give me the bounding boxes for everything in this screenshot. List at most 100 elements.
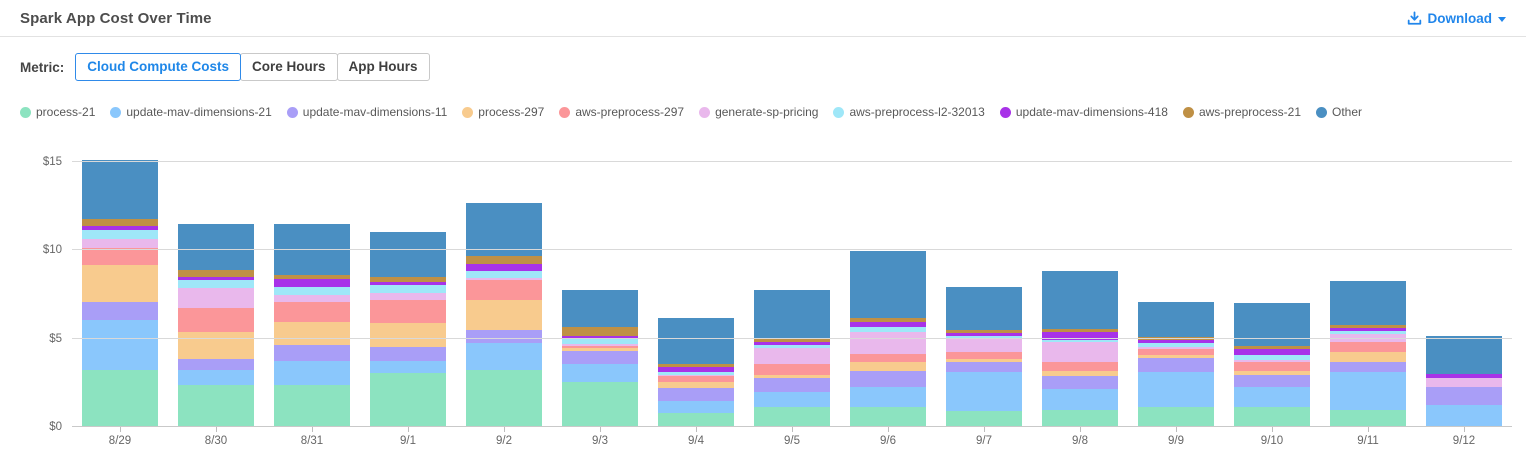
bar-segment-process-297[interactable] <box>1233 371 1311 375</box>
bar-segment-Other[interactable] <box>1041 270 1119 329</box>
bar-segment-aws-preprocess-l2-32013[interactable] <box>945 335 1023 339</box>
bar-segment-aws-preprocess-l2-32013[interactable] <box>849 327 927 332</box>
bar-segment-Other[interactable] <box>1137 301 1215 338</box>
bar-segment-update-mav-dimensions-418[interactable] <box>753 342 831 345</box>
bar-segment-aws-preprocess-297[interactable] <box>657 376 735 382</box>
bar-segment-aws-preprocess-297[interactable] <box>273 302 351 322</box>
bar-segment-update-mav-dimensions-21[interactable] <box>1425 404 1503 426</box>
bar-segment-update-mav-dimensions-21[interactable] <box>1137 372 1215 407</box>
bar-segment-process-297[interactable] <box>849 361 927 372</box>
bar-segment-aws-preprocess-297[interactable] <box>1329 342 1407 352</box>
bar-segment-process-21[interactable] <box>81 369 159 426</box>
bar-segment-Other[interactable] <box>1233 303 1311 346</box>
bar-segment-update-mav-dimensions-418[interactable] <box>177 276 255 281</box>
bar-segment-update-mav-dimensions-11[interactable] <box>753 378 831 392</box>
bar-segment-update-mav-dimensions-11[interactable] <box>945 362 1023 373</box>
bar-segment-aws-preprocess-21[interactable] <box>177 269 255 277</box>
bar-segment-aws-preprocess-21[interactable] <box>753 338 831 343</box>
bar-segment-update-mav-dimensions-21[interactable] <box>1041 388 1119 411</box>
bar-segment-process-21[interactable] <box>1041 410 1119 426</box>
bar-segment-Other[interactable] <box>561 290 639 328</box>
bar-segment-process-297[interactable] <box>657 381 735 388</box>
bar-segment-aws-preprocess-21[interactable] <box>1329 324 1407 329</box>
legend-item-update-mav-dimensions-21[interactable]: update-mav-dimensions-21 <box>110 105 272 119</box>
stacked-bar-9/8[interactable] <box>1041 270 1119 426</box>
bar-segment-process-21[interactable] <box>945 411 1023 426</box>
stacked-bar-9/10[interactable] <box>1233 303 1311 426</box>
legend-item-Other[interactable]: Other <box>1316 105 1362 119</box>
bar-segment-generate-sp-pricing[interactable] <box>1425 378 1503 388</box>
bar-segment-update-mav-dimensions-11[interactable] <box>1041 375 1119 389</box>
bar-segment-aws-preprocess-21[interactable] <box>657 364 735 367</box>
bar-segment-process-297[interactable] <box>945 358 1023 363</box>
bar-segment-aws-preprocess-21[interactable] <box>81 219 159 226</box>
stacked-bar-9/11[interactable] <box>1329 281 1407 426</box>
bar-segment-Other[interactable] <box>753 290 831 339</box>
bar-segment-update-mav-dimensions-11[interactable] <box>177 358 255 370</box>
bar-segment-update-mav-dimensions-418[interactable] <box>849 321 927 328</box>
bar-segment-update-mav-dimensions-11[interactable] <box>1137 358 1215 373</box>
bar-segment-update-mav-dimensions-21[interactable] <box>753 391 831 407</box>
bar-segment-update-mav-dimensions-418[interactable] <box>561 335 639 339</box>
stacked-bar-9/12[interactable] <box>1425 335 1503 426</box>
bar-segment-aws-preprocess-297[interactable] <box>465 280 543 300</box>
bar-segment-Other[interactable] <box>945 287 1023 330</box>
bar-segment-aws-preprocess-21[interactable] <box>1233 345 1311 350</box>
bar-segment-process-21[interactable] <box>1137 406 1215 426</box>
bar-segment-update-mav-dimensions-418[interactable] <box>81 225 159 230</box>
bar-segment-aws-preprocess-21[interactable] <box>561 327 639 336</box>
bar-segment-aws-preprocess-l2-32013[interactable] <box>369 285 447 293</box>
legend-item-update-mav-dimensions-11[interactable]: update-mav-dimensions-11 <box>286 105 447 119</box>
bar-segment-update-mav-dimensions-21[interactable] <box>369 360 447 373</box>
bar-segment-update-mav-dimensions-11[interactable] <box>1425 387 1503 405</box>
bar-segment-aws-preprocess-l2-32013[interactable] <box>273 286 351 296</box>
bar-segment-aws-preprocess-21[interactable] <box>465 256 543 264</box>
bar-segment-process-21[interactable] <box>465 369 543 426</box>
bar-segment-Other[interactable] <box>81 160 159 220</box>
bar-segment-process-297[interactable] <box>369 322 447 348</box>
bar-segment-generate-sp-pricing[interactable] <box>561 343 639 346</box>
bar-segment-update-mav-dimensions-418[interactable] <box>1041 332 1119 340</box>
legend-item-generate-sp-pricing[interactable]: generate-sp-pricing <box>699 105 818 119</box>
bar-segment-update-mav-dimensions-21[interactable] <box>849 387 927 407</box>
bar-segment-update-mav-dimensions-418[interactable] <box>657 366 735 373</box>
bar-segment-update-mav-dimensions-418[interactable] <box>369 281 447 286</box>
bar-segment-aws-preprocess-l2-32013[interactable] <box>561 338 639 344</box>
bar-segment-aws-preprocess-l2-32013[interactable] <box>81 229 159 239</box>
stacked-bar-8/30[interactable] <box>177 223 255 426</box>
bar-segment-generate-sp-pricing[interactable] <box>369 292 447 300</box>
bar-segment-aws-preprocess-297[interactable] <box>945 351 1023 359</box>
bar-segment-aws-preprocess-l2-32013[interactable] <box>177 280 255 289</box>
stacked-bar-9/9[interactable] <box>1137 301 1215 426</box>
bar-segment-generate-sp-pricing[interactable] <box>945 338 1023 352</box>
bar-segment-generate-sp-pricing[interactable] <box>1137 346 1215 350</box>
bar-segment-aws-preprocess-297[interactable] <box>849 353 927 362</box>
stacked-bar-9/5[interactable] <box>753 290 831 426</box>
bar-segment-Other[interactable] <box>465 203 543 257</box>
bar-segment-update-mav-dimensions-11[interactable] <box>849 371 927 388</box>
bar-segment-update-mav-dimensions-21[interactable] <box>177 369 255 386</box>
bar-segment-update-mav-dimensions-418[interactable] <box>945 333 1023 336</box>
bar-segment-update-mav-dimensions-418[interactable] <box>1137 339 1215 344</box>
legend-item-process-297[interactable]: process-297 <box>462 105 544 119</box>
stacked-bar-9/4[interactable] <box>657 318 735 426</box>
legend-item-process-21[interactable]: process-21 <box>20 105 95 119</box>
stacked-bar-9/6[interactable] <box>849 251 927 426</box>
bar-segment-aws-preprocess-21[interactable] <box>273 275 351 279</box>
bar-segment-aws-preprocess-297[interactable] <box>369 299 447 323</box>
bar-segment-process-297[interactable] <box>753 374 831 379</box>
bar-segment-generate-sp-pricing[interactable] <box>849 331 927 354</box>
bar-segment-generate-sp-pricing[interactable] <box>1233 359 1311 362</box>
bar-segment-process-21[interactable] <box>1329 410 1407 426</box>
stacked-bar-9/2[interactable] <box>465 203 543 426</box>
stacked-bar-9/3[interactable] <box>561 290 639 426</box>
bar-segment-process-297[interactable] <box>1329 351 1407 362</box>
bar-segment-aws-preprocess-l2-32013[interactable] <box>1137 343 1215 347</box>
metric-option-cloud-compute-costs[interactable]: Cloud Compute Costs <box>75 53 242 81</box>
bar-segment-aws-preprocess-l2-32013[interactable] <box>1041 339 1119 343</box>
bar-segment-aws-preprocess-21[interactable] <box>1041 328 1119 333</box>
bar-segment-update-mav-dimensions-11[interactable] <box>1329 361 1407 373</box>
bar-segment-Other[interactable] <box>1329 281 1407 325</box>
bar-segment-process-21[interactable] <box>369 373 447 426</box>
bar-segment-aws-preprocess-l2-32013[interactable] <box>657 372 735 375</box>
